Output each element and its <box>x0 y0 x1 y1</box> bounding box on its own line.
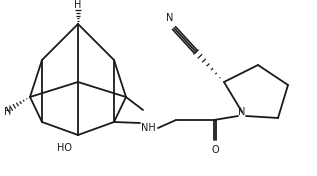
Text: NH: NH <box>141 123 155 133</box>
Text: N: N <box>238 107 246 117</box>
Text: H: H <box>4 107 11 117</box>
Text: HO: HO <box>57 143 72 153</box>
Text: N: N <box>166 13 174 23</box>
Text: H: H <box>74 0 82 10</box>
Text: O: O <box>211 145 219 155</box>
